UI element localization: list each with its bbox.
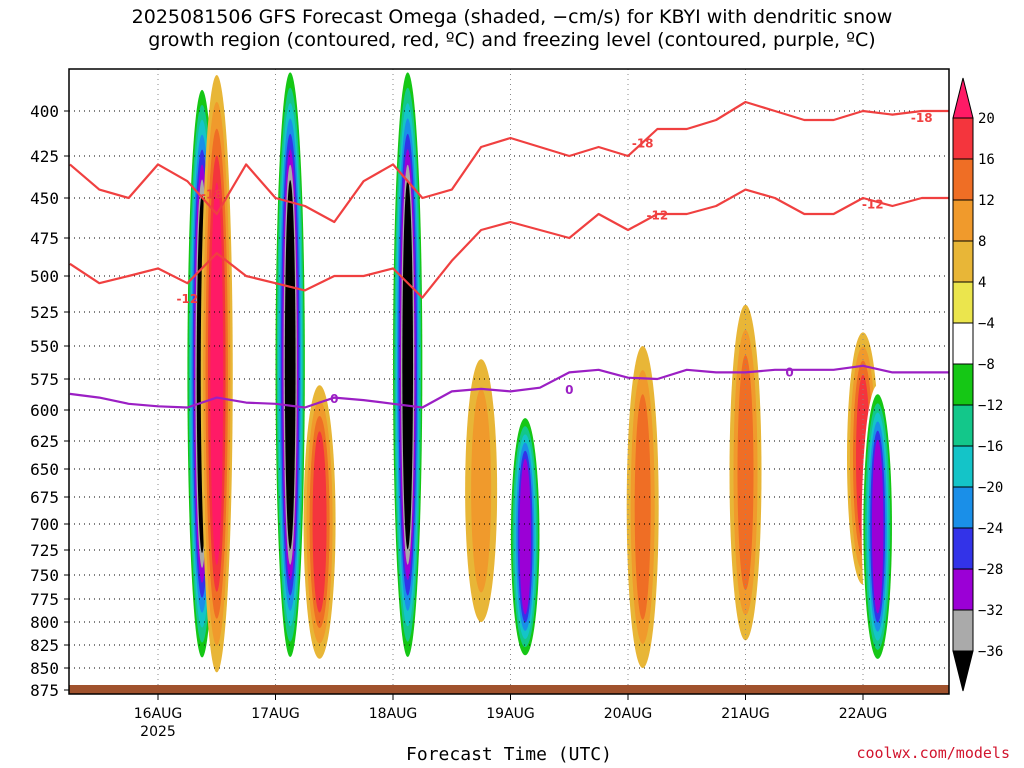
colorbar-label: 8 <box>978 234 986 250</box>
chart-title-line2: growth region (contoured, red, ºC) and f… <box>148 29 876 51</box>
y-tick-label: 825 <box>30 636 59 655</box>
contour-label: 0 <box>330 392 338 406</box>
y-tick-label: 600 <box>30 401 59 420</box>
x-tick-label: 18AUG <box>369 706 418 722</box>
grid-lines <box>69 69 949 694</box>
omega-cell <box>210 182 224 565</box>
ground-layer <box>69 685 949 694</box>
colorbar-label: 12 <box>978 193 995 209</box>
colorbar-top-arrow <box>952 77 974 119</box>
omega-cell <box>519 458 531 615</box>
y-tick-label: 850 <box>30 659 59 678</box>
omega-cell <box>312 431 327 613</box>
y-tick-label: 475 <box>30 229 59 248</box>
colorbar-label: −8 <box>978 357 995 373</box>
contour-label: -18 <box>201 188 223 202</box>
colorbar-box <box>952 281 974 324</box>
colorbar-box <box>952 445 974 488</box>
x-axis-label: Forecast Time (UTC) <box>406 744 612 765</box>
colorbar-box <box>952 404 974 447</box>
contour-lines <box>69 100 949 409</box>
colorbar-box <box>952 158 974 201</box>
y-tick-label: 500 <box>30 267 59 286</box>
y-tick-label: 550 <box>30 337 59 356</box>
y-tick-label: 875 <box>30 681 59 700</box>
y-tick-label: 725 <box>30 541 59 560</box>
x-tick-label: 17AUG <box>251 706 300 722</box>
colorbar-label: −4 <box>978 316 995 332</box>
omega-cell <box>634 394 651 620</box>
omega-cell <box>471 388 492 593</box>
colorbar-label: 20 <box>978 111 995 127</box>
y-tick-label: 750 <box>30 566 59 585</box>
contour-labels: -18 -18 -18 -12 -12 -12 0 0 0 <box>177 111 933 406</box>
contour-line <box>69 364 949 409</box>
colorbar: 20 16 12 8 4 −4 −8 −12 −16 −20 −24 −28 −32 −36 <box>952 77 1003 692</box>
colorbar-label: 16 <box>978 152 995 168</box>
contour-line <box>69 188 949 299</box>
colorbar-label: −36 <box>978 644 1003 660</box>
y-tick-label: 800 <box>30 613 59 632</box>
omega-shading <box>186 69 894 673</box>
y-tick-label: 425 <box>30 147 59 166</box>
x-tick-label: 22AUG <box>839 706 888 722</box>
credit-text: coolwx.com/models <box>856 744 1010 762</box>
colorbar-box <box>952 609 974 652</box>
x-tick-label: 20AUG <box>604 706 653 722</box>
contour-label: -12 <box>862 197 884 211</box>
colorbar-label: 4 <box>978 275 986 291</box>
colorbar-label: −28 <box>978 562 1003 578</box>
contour-label: 0 <box>565 383 573 397</box>
y-tick-label: 700 <box>30 515 59 534</box>
colorbar-bottom-arrow <box>952 650 974 692</box>
y-tick-label: 450 <box>30 189 59 208</box>
colorbar-box <box>952 527 974 570</box>
colorbar-label: −32 <box>978 603 1003 619</box>
x-tick-sublabel: 2025 <box>140 724 176 740</box>
y-tick-label: 525 <box>30 303 59 322</box>
y-tick-label: 575 <box>30 370 59 389</box>
omega-cell <box>737 355 754 591</box>
omega-cell <box>402 180 414 550</box>
chart-title-line1: 2025081506 GFS Forecast Omega (shaded, −… <box>131 6 893 28</box>
x-tick-label: 21AUG <box>721 706 770 722</box>
colorbar-box <box>952 322 974 365</box>
omega-cell <box>871 439 884 614</box>
contour-label: -18 <box>911 111 933 125</box>
colorbar-box <box>952 199 974 242</box>
contour-label: -18 <box>632 136 654 150</box>
contour-label: 0 <box>785 365 793 379</box>
y-axis: 400 425 450 475 500 525 550 575 600 625 650 675 700 7… <box>30 102 69 700</box>
chart-title: 2025081506 GFS Forecast Omega (shaded, −… <box>0 6 1024 52</box>
contour-line <box>69 100 949 224</box>
colorbar-box <box>952 117 974 160</box>
y-tick-label: 625 <box>30 432 59 451</box>
colorbar-box <box>952 486 974 529</box>
y-tick-label: 675 <box>30 488 59 507</box>
y-tick-label: 650 <box>30 460 59 479</box>
y-tick-label: 775 <box>30 590 59 609</box>
ground-band <box>69 685 949 694</box>
x-axis: 16AUG 2025 17AUG 18AUG 19AUG 20AUG 21AUG 22AUG <box>134 694 888 740</box>
x-tick-label: 16AUG <box>134 706 183 722</box>
colorbar-box <box>952 240 974 283</box>
plot-frame <box>68 68 950 695</box>
colorbar-box <box>952 363 974 406</box>
colorbar-label: −24 <box>978 521 1003 537</box>
contour-label: -12 <box>177 292 199 306</box>
y-tick-label: 400 <box>30 102 59 121</box>
colorbar-label: −12 <box>978 398 1003 414</box>
colorbar-label: −20 <box>978 480 1003 496</box>
omega-cell <box>284 180 296 550</box>
contour-label: -12 <box>647 209 669 223</box>
colorbar-label: −16 <box>978 439 1003 455</box>
colorbar-box <box>952 568 974 611</box>
x-tick-label: 19AUG <box>486 706 535 722</box>
